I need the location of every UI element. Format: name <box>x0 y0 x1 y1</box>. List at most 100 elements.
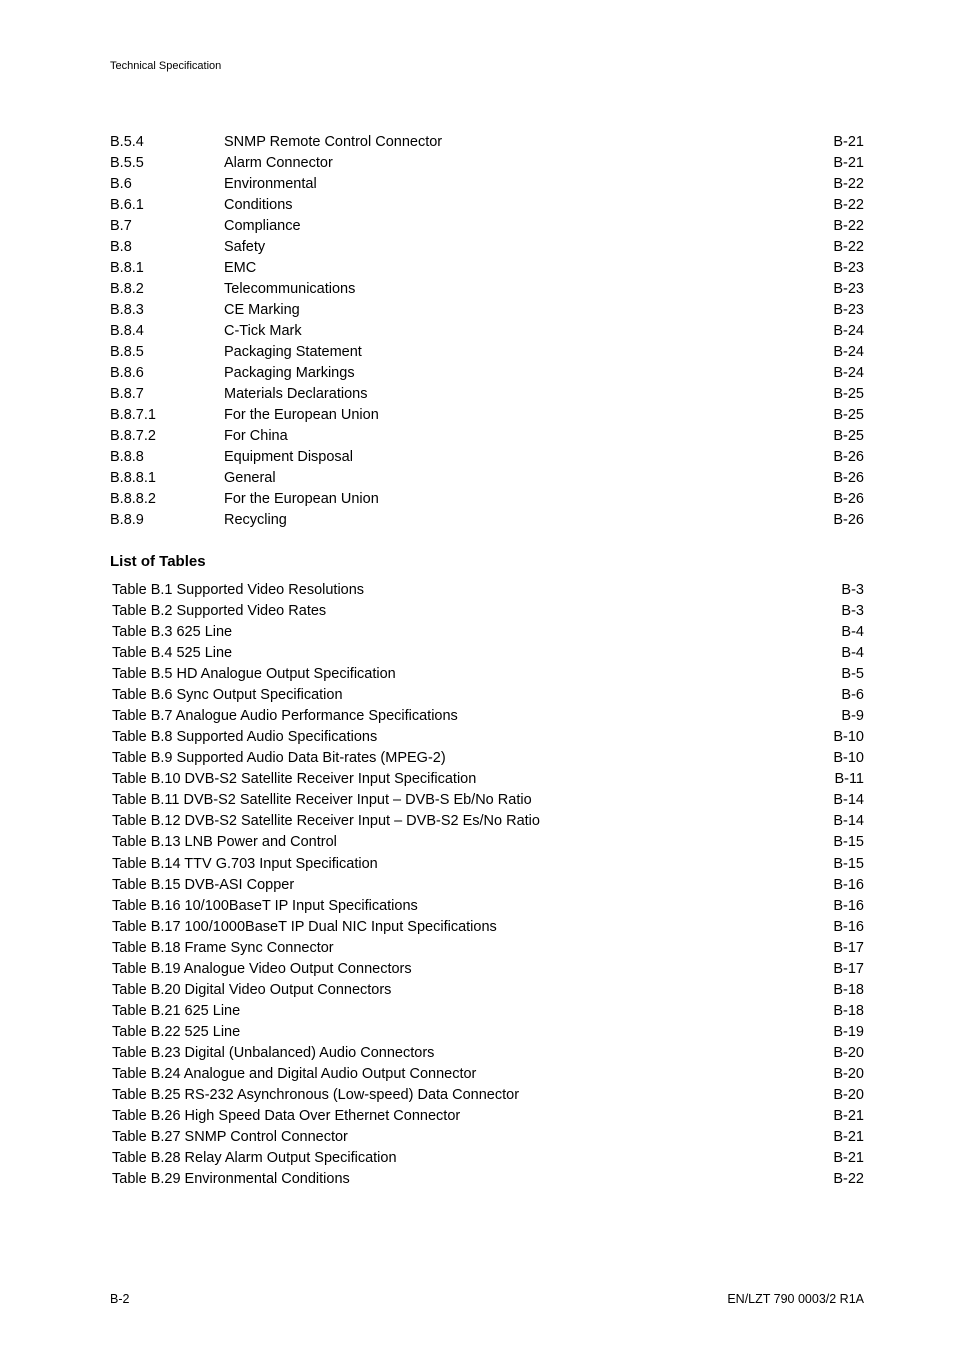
toc-entry-number: B.8.7.2 <box>110 426 222 447</box>
toc-entry-title: SNMP Remote Control Connector <box>222 132 442 153</box>
lot-entry: Table B.27 SNMP Control Connector B-21 <box>110 1127 864 1148</box>
toc-entry-title: Compliance <box>222 216 301 237</box>
lot-entry-title: Table B.2 Supported Video Rates <box>110 601 326 622</box>
toc-entry-number: B.8.8.1 <box>110 468 222 489</box>
lot-entry-page: B-10 <box>833 748 864 769</box>
toc-entry-title: Environmental <box>222 174 317 195</box>
toc-entry-title: General <box>222 468 276 489</box>
lot-entry-page: B-20 <box>833 1043 864 1064</box>
toc-entry-page: B-26 <box>833 489 864 510</box>
lot-entry-page: B-22 <box>833 1169 864 1190</box>
toc-entry: B.8.7Materials Declarations B-25 <box>110 384 864 405</box>
toc-entry-number: B.7 <box>110 216 222 237</box>
toc-entry-page: B-22 <box>833 174 864 195</box>
lot-entry: Table B.5 HD Analogue Output Specificati… <box>110 664 864 685</box>
lot-entry: Table B.11 DVB-S2 Satellite Receiver Inp… <box>110 790 864 811</box>
toc-entry-number: B.8.9 <box>110 510 222 531</box>
toc-entry: B.8.5Packaging Statement B-24 <box>110 342 864 363</box>
toc-entry-page: B-25 <box>833 405 864 426</box>
lot-entry-page: B-17 <box>833 959 864 980</box>
lot-entry-page: B-20 <box>833 1085 864 1106</box>
lot-entry-page: B-11 <box>834 769 864 790</box>
lot-entry-title: Table B.27 SNMP Control Connector <box>110 1127 348 1148</box>
lot-entry-title: Table B.19 Analogue Video Output Connect… <box>110 959 412 980</box>
toc-entry: B.8.2Telecommunications B-23 <box>110 279 864 300</box>
toc-entry-page: B-26 <box>833 468 864 489</box>
lot-entry-title: Table B.7 Analogue Audio Performance Spe… <box>110 706 458 727</box>
toc-entry: B.8.8.2For the European Union B-26 <box>110 489 864 510</box>
toc-entry-number: B.6 <box>110 174 222 195</box>
toc-entry-page: B-22 <box>833 237 864 258</box>
toc-entry: B.5.5Alarm Connector B-21 <box>110 153 864 174</box>
lot-entry-page: B-10 <box>833 727 864 748</box>
lot-entry-page: B-16 <box>833 896 864 917</box>
lot-entry-page: B-16 <box>833 917 864 938</box>
lot-entry-title: Table B.10 DVB-S2 Satellite Receiver Inp… <box>110 769 476 790</box>
toc-entry-number: B.8.7 <box>110 384 222 405</box>
lot-entry-title: Table B.15 DVB-ASI Copper <box>110 875 294 896</box>
toc-entry-title: Safety <box>222 237 265 258</box>
toc-entry-title: CE Marking <box>222 300 300 321</box>
toc-entry: B.8.8Equipment Disposal B-26 <box>110 447 864 468</box>
lot-entry-title: Table B.17 100/1000BaseT IP Dual NIC Inp… <box>110 917 497 938</box>
lot-entry: Table B.4 525 Line B-4 <box>110 643 864 664</box>
toc-entry-page: B-23 <box>833 300 864 321</box>
toc-entry-page: B-24 <box>833 363 864 384</box>
lot-entry: Table B.8 Supported Audio Specifications… <box>110 727 864 748</box>
toc-entry-number: B.8.2 <box>110 279 222 300</box>
toc-entry-title: Conditions <box>222 195 293 216</box>
lot-entry-title: Table B.20 Digital Video Output Connecto… <box>110 980 391 1001</box>
toc-entry-title: For China <box>222 426 288 447</box>
lot-entry: Table B.1 Supported Video Resolutions B-… <box>110 580 864 601</box>
lot-entry-title: Table B.21 625 Line <box>110 1001 240 1022</box>
lot-entry-page: B-14 <box>833 790 864 811</box>
lot-entry: Table B.7 Analogue Audio Performance Spe… <box>110 706 864 727</box>
lot-entry-title: Table B.3 625 Line <box>110 622 232 643</box>
toc-entry-number: B.5.4 <box>110 132 222 153</box>
lot-entry: Table B.23 Digital (Unbalanced) Audio Co… <box>110 1043 864 1064</box>
lot-entry: Table B.29 Environmental Conditions B-22 <box>110 1169 864 1190</box>
toc-entry-page: B-25 <box>833 384 864 405</box>
toc-entry-number: B.8.6 <box>110 363 222 384</box>
lot-entry-page: B-6 <box>841 685 864 706</box>
toc-entry-page: B-23 <box>833 258 864 279</box>
toc-entry-page: B-24 <box>833 342 864 363</box>
lot-entry-title: Table B.6 Sync Output Specification <box>110 685 343 706</box>
doc-id: EN/LZT 790 0003/2 R1A <box>727 1292 864 1306</box>
page: Technical Specification B.5.4SNMP Remote… <box>0 0 954 1350</box>
toc-entry: B.5.4SNMP Remote Control Connector B-21 <box>110 132 864 153</box>
lot-entry-page: B-5 <box>841 664 864 685</box>
lot-entry-page: B-3 <box>841 601 864 622</box>
lot-entry: Table B.20 Digital Video Output Connecto… <box>110 980 864 1001</box>
toc-entry: B.8Safety B-22 <box>110 237 864 258</box>
list-of-tables-heading: List of Tables <box>110 553 864 570</box>
lot-entry-title: Table B.28 Relay Alarm Output Specificat… <box>110 1148 397 1169</box>
lot-entry-title: Table B.13 LNB Power and Control <box>110 832 337 853</box>
lot-entry: Table B.12 DVB-S2 Satellite Receiver Inp… <box>110 811 864 832</box>
toc-entry-title: Telecommunications <box>222 279 355 300</box>
toc-entry-number: B.6.1 <box>110 195 222 216</box>
lot-entry-title: Table B.22 525 Line <box>110 1022 240 1043</box>
toc-entry-page: B-24 <box>833 321 864 342</box>
toc-entry: B.8.3CE Marking B-23 <box>110 300 864 321</box>
lot-entry: Table B.16 10/100BaseT IP Input Specific… <box>110 896 864 917</box>
lot-entry: Table B.3 625 Line B-4 <box>110 622 864 643</box>
lot-entry-page: B-19 <box>833 1022 864 1043</box>
lot-entry-page: B-17 <box>833 938 864 959</box>
running-header: Technical Specification <box>110 60 864 72</box>
lot-entry-title: Table B.16 10/100BaseT IP Input Specific… <box>110 896 418 917</box>
toc-entry-title: EMC <box>222 258 256 279</box>
lot-entry-title: Table B.23 Digital (Unbalanced) Audio Co… <box>110 1043 434 1064</box>
toc-entry: B.8.7.1For the European Union B-25 <box>110 405 864 426</box>
toc-entry-page: B-22 <box>833 216 864 237</box>
lot-entry: Table B.28 Relay Alarm Output Specificat… <box>110 1148 864 1169</box>
toc-entry-number: B.8.8.2 <box>110 489 222 510</box>
lot-entry-title: Table B.25 RS-232 Asynchronous (Low-spee… <box>110 1085 519 1106</box>
lot-entry-page: B-9 <box>841 706 864 727</box>
lot-entry-title: Table B.1 Supported Video Resolutions <box>110 580 364 601</box>
lot-entry: Table B.10 DVB-S2 Satellite Receiver Inp… <box>110 769 864 790</box>
lot-entry-page: B-4 <box>841 643 864 664</box>
toc-entry-number: B.8.1 <box>110 258 222 279</box>
lot-entry-title: Table B.5 HD Analogue Output Specificati… <box>110 664 396 685</box>
toc-entry-title: Packaging Statement <box>222 342 362 363</box>
